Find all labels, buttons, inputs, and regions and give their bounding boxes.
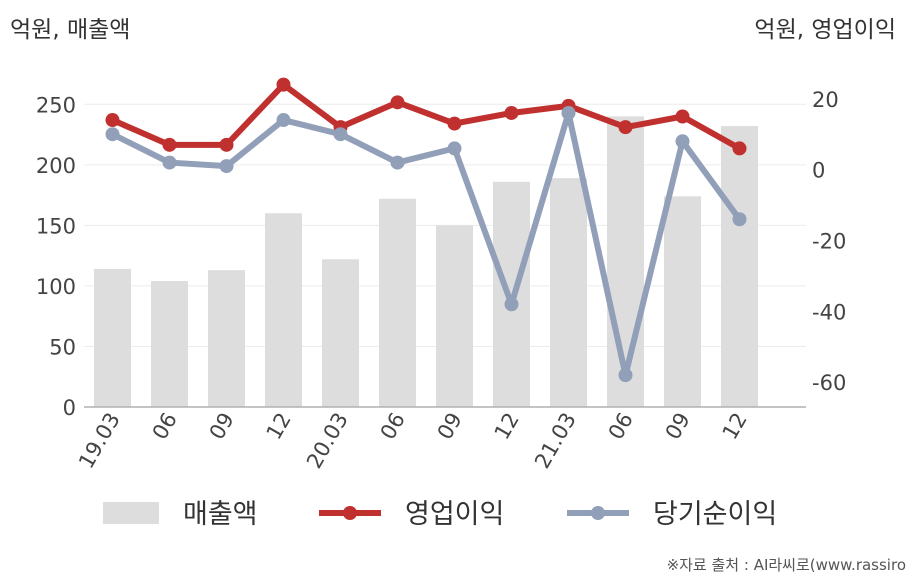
legend-marker: [343, 506, 357, 520]
series-point: [732, 212, 747, 227]
series-point: [504, 105, 519, 120]
series-point: [447, 141, 462, 156]
bar: [265, 213, 302, 407]
series-point: [162, 137, 177, 152]
x-tick-label: 09: [661, 409, 695, 444]
bar: [607, 116, 644, 407]
series-point: [105, 127, 120, 142]
x-tick-label: 09: [433, 409, 467, 444]
y-left-tick-label: 150: [36, 214, 76, 238]
series-point: [732, 141, 747, 156]
series-line: [109, 109, 743, 379]
right-axis-ticks: -60 -40 -20 0 20: [812, 88, 846, 395]
series-point: [618, 368, 633, 383]
x-tick-label: 06: [604, 409, 638, 444]
x-tick-label: 20.03: [302, 409, 353, 473]
series-point: [618, 120, 633, 135]
legend-label: 매출액: [183, 499, 258, 530]
series-point: [333, 127, 348, 142]
bar: [208, 270, 245, 407]
legend-marker: [591, 506, 605, 520]
series-line: [109, 81, 743, 152]
series-point: [504, 297, 519, 312]
x-tick-label: 21.03: [530, 409, 581, 473]
series-point: [276, 113, 291, 128]
bar: [721, 126, 758, 407]
y-left-tick-label: 250: [36, 93, 76, 117]
series-point: [219, 137, 234, 152]
left-axis-ticks: 0 50 100 150 200 250: [36, 93, 76, 420]
x-tick-label: 06: [376, 409, 410, 444]
bar: [436, 225, 473, 407]
legend-label: 영업이익: [405, 499, 504, 530]
x-tick-label: 12: [262, 409, 296, 444]
bar: [151, 281, 188, 407]
y-left-tick-label: 50: [49, 335, 76, 359]
y-right-tick-label: 0: [812, 159, 825, 183]
legend-label: 당기순이익: [653, 499, 777, 530]
x-tick-label: 12: [490, 409, 524, 444]
series-point: [105, 113, 120, 128]
series-point: [162, 155, 177, 170]
y-right-tick-label: -60: [812, 371, 846, 395]
series-point: [390, 155, 405, 170]
legend-swatch: [103, 502, 159, 524]
bar: [664, 196, 701, 407]
bar: [550, 178, 587, 407]
y-left-tick-label: 100: [36, 275, 76, 299]
x-tick-label: 12: [718, 409, 752, 444]
bar: [379, 198, 416, 407]
series-point: [675, 134, 690, 149]
bar-series: [94, 116, 758, 407]
series-point: [447, 116, 462, 131]
y-right-tick-label: 20: [812, 88, 839, 112]
y-left-tick-label: 0: [63, 396, 76, 420]
y-right-tick-label: -40: [812, 300, 846, 324]
legend: 매출액 영업이익 당기순이익: [103, 499, 777, 530]
x-tick-label: 09: [205, 409, 239, 444]
left-axis-unit-label: 억원, 매출액: [10, 17, 130, 43]
series-point: [276, 77, 291, 92]
series-point: [219, 159, 234, 174]
x-axis-ticks: 19.03 06 09 12 20.03 06 09 12 21.03 06 09 12: [74, 409, 752, 473]
bar: [94, 268, 131, 407]
line-series: [105, 77, 747, 383]
y-right-tick-label: -20: [812, 230, 846, 254]
right-axis-unit-label: 억원, 영업이익: [754, 17, 896, 43]
series-point: [390, 95, 405, 110]
bar: [322, 259, 359, 407]
y-left-tick-label: 200: [36, 154, 76, 178]
x-tick-label: 06: [148, 409, 182, 444]
series-point: [675, 109, 690, 124]
source-note: ※자료 출처 : AI라씨로(www.rassiro: [667, 556, 906, 574]
x-tick-label: 19.03: [74, 409, 125, 473]
series-point: [561, 105, 576, 120]
